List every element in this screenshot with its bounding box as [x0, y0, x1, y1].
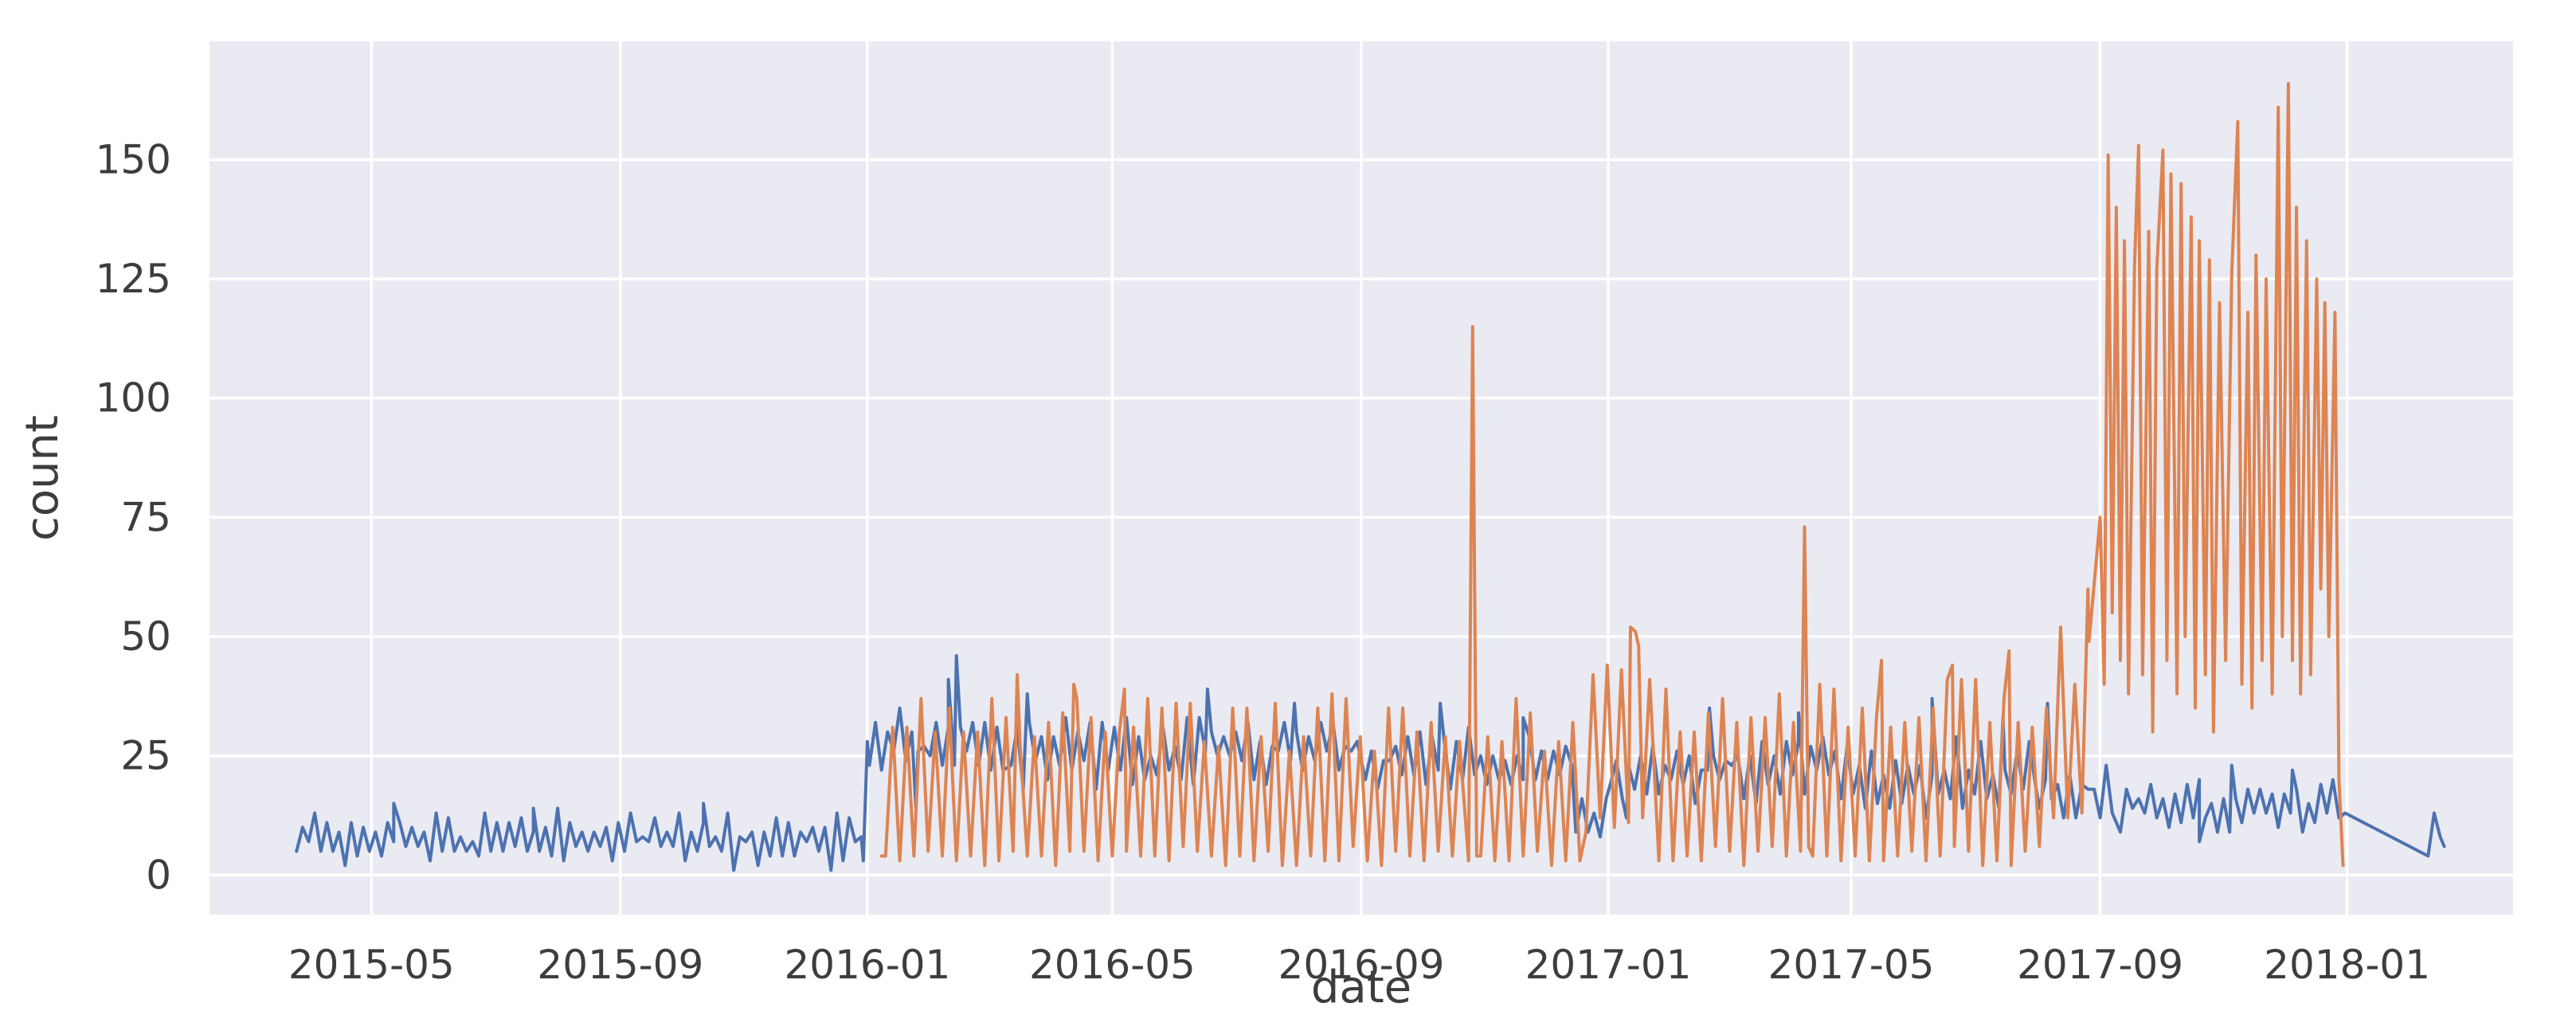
grid-lines — [209, 41, 2513, 915]
y-tick-label: 75 — [120, 494, 171, 540]
x-axis-label: date — [1311, 962, 1411, 1013]
series-line-series-1-blue — [295, 654, 2446, 872]
x-tick-label: 2016-09 — [1278, 942, 1445, 988]
x-tick-label: 2017-09 — [2017, 942, 2183, 988]
y-tick-label: 0 — [146, 852, 171, 898]
y-tick-label: 25 — [120, 733, 171, 779]
series-line-series-2-orange — [879, 81, 2345, 868]
x-tick-labels: 2015-05 2015-09 2016-01 2016-05 2016-09 2017-… — [288, 942, 2430, 988]
x-tick-label: 2017-05 — [1768, 942, 1935, 988]
series-lines — [295, 81, 2446, 872]
y-tick-label: 100 — [96, 375, 171, 421]
y-tick-label: 150 — [96, 136, 171, 182]
x-tick-label: 2016-01 — [784, 942, 950, 988]
x-tick-label: 2016-05 — [1029, 942, 1196, 988]
x-tick-label: 2017-01 — [1525, 942, 1692, 988]
y-tick-label: 50 — [120, 613, 171, 660]
y-tick-labels: 0 25 50 75 100 125 150 — [96, 136, 171, 898]
y-tick-label: 125 — [96, 256, 171, 302]
y-axis-label: count — [17, 415, 69, 541]
x-tick-label: 2015-05 — [288, 942, 455, 988]
x-tick-label: 2018-01 — [2264, 942, 2430, 988]
x-tick-label: 2015-09 — [537, 942, 703, 988]
